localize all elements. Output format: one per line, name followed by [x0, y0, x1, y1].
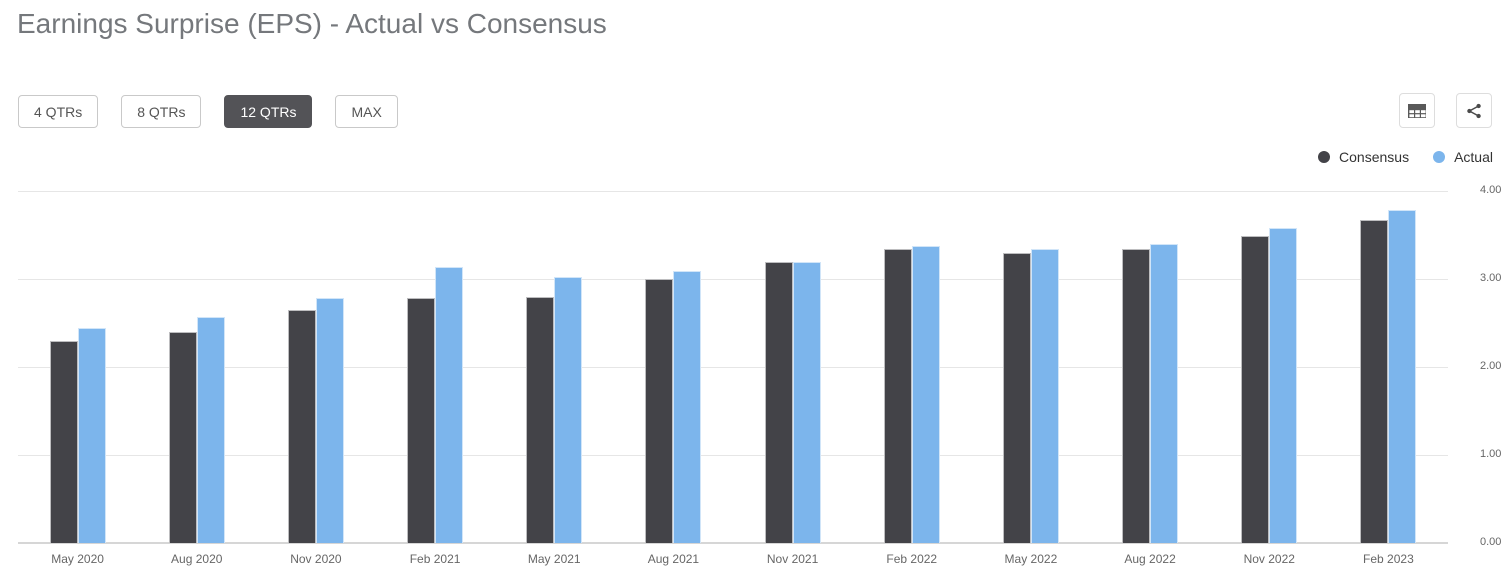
gridline: [18, 190, 1448, 192]
y-axis-label: 0.00: [1480, 536, 1502, 548]
bar-actual-may-2022[interactable]: [1030, 249, 1059, 543]
x-axis-label: Nov 2022: [1243, 552, 1295, 566]
y-axis-label: 3.00: [1480, 272, 1502, 284]
legend-item-actual[interactable]: Actual: [1433, 149, 1493, 165]
bar-consensus-nov-2021[interactable]: [764, 262, 793, 543]
y-axis-label: 2.00: [1480, 360, 1502, 372]
x-axis-label: Aug 2022: [1124, 552, 1176, 566]
bar-consensus-may-2022[interactable]: [1002, 252, 1031, 543]
bar-actual-may-2020[interactable]: [77, 328, 106, 543]
x-axis-label: Feb 2021: [409, 552, 461, 566]
bar-consensus-nov-2022[interactable]: [1241, 235, 1270, 543]
x-axis-label: May 2020: [51, 552, 104, 566]
bar-consensus-aug-2022[interactable]: [1122, 249, 1151, 543]
bar-actual-nov-2020[interactable]: [315, 298, 344, 543]
y-axis-label: 1.00: [1480, 448, 1502, 460]
chart-legend: Consensus Actual: [1318, 149, 1493, 165]
page-title: Earnings Surprise (EPS) - Actual vs Cons…: [17, 8, 607, 39]
bar-actual-aug-2020[interactable]: [196, 316, 225, 543]
x-axis-label: Nov 2021: [766, 552, 819, 566]
y-axis-label: 4.00: [1480, 184, 1502, 196]
bar-actual-aug-2022[interactable]: [1150, 243, 1179, 543]
legend-label-actual: Actual: [1454, 149, 1493, 165]
bar-actual-nov-2022[interactable]: [1269, 227, 1298, 543]
range-button-12qtrs[interactable]: 12 QTRs: [224, 95, 313, 128]
x-axis-label: May 2021: [527, 552, 581, 566]
range-button-8qtrs[interactable]: 8 QTRs: [121, 95, 202, 128]
bar-consensus-aug-2020[interactable]: [168, 331, 197, 543]
gridline: [18, 278, 1448, 280]
x-axis-label: Feb 2023: [1363, 552, 1414, 566]
bar-consensus-aug-2021[interactable]: [645, 279, 674, 543]
range-button-4qtrs[interactable]: 4 QTRs: [18, 95, 99, 128]
x-axis-label: Aug 2021: [647, 552, 700, 566]
x-axis-label: Nov 2020: [290, 552, 342, 566]
x-axis-label: May 2022: [1004, 552, 1058, 566]
share-button[interactable]: [1456, 93, 1492, 128]
x-axis-label: Aug 2020: [171, 552, 223, 566]
bar-consensus-may-2020[interactable]: [49, 340, 78, 543]
bar-actual-nov-2021[interactable]: [792, 262, 821, 543]
bar-consensus-feb-2021[interactable]: [407, 298, 436, 543]
chart-action-buttons: [1399, 93, 1492, 128]
x-axis-label: Feb 2022: [886, 552, 938, 566]
gridline: [18, 454, 1448, 456]
bar-actual-may-2021[interactable]: [554, 277, 583, 543]
legend-item-consensus[interactable]: Consensus: [1318, 149, 1409, 165]
bar-actual-feb-2023[interactable]: [1388, 210, 1417, 543]
table-grid-icon: [1406, 101, 1428, 121]
bar-consensus-may-2021[interactable]: [526, 296, 555, 543]
consensus-dot-icon: [1318, 151, 1331, 163]
bar-consensus-nov-2020[interactable]: [287, 309, 316, 543]
table-view-button[interactable]: [1399, 93, 1435, 128]
bar-actual-feb-2021[interactable]: [435, 266, 464, 543]
bar-consensus-feb-2023[interactable]: [1360, 220, 1389, 543]
legend-label-consensus: Consensus: [1339, 149, 1410, 165]
actual-dot-icon: [1433, 151, 1446, 163]
range-button-max[interactable]: MAX: [335, 95, 398, 128]
bar-consensus-feb-2022[interactable]: [883, 249, 912, 543]
plot-area: 4.00 3.00 2.00 1.00 0.00 May 2020 Aug 2020 Nov …: [18, 184, 1501, 566]
bar-actual-aug-2021[interactable]: [673, 271, 702, 543]
gridline: [18, 366, 1448, 368]
range-selector: 4 QTRs 8 QTRs 12 QTRs MAX: [18, 95, 398, 128]
bar-actual-feb-2022[interactable]: [911, 246, 940, 543]
x-axis-line: [18, 542, 1448, 544]
share-icon: [1464, 101, 1484, 121]
